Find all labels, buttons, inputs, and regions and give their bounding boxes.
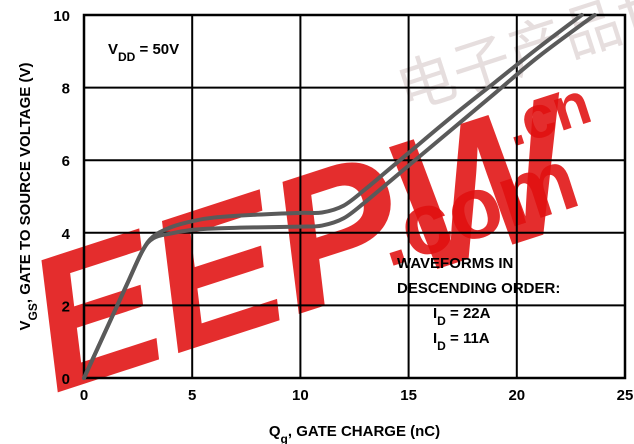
legend-entry-11a: ID = 11A [433, 330, 490, 353]
vdd-annotation: VDD = 50V [108, 41, 179, 64]
x-tick-label: 5 [188, 387, 196, 404]
plot-frame [82, 13, 627, 380]
x-tick-label: 15 [400, 387, 417, 404]
y-tick-label: 6 [62, 153, 70, 170]
y-tick-label: 2 [62, 298, 70, 315]
annotations: VDD = 50V WAVEFORMS IN DESCENDING ORDER: ID… [108, 41, 560, 353]
x-tick-label: 10 [292, 387, 309, 404]
y-tick-label: 8 [62, 81, 70, 98]
series-lines [82, 13, 597, 380]
series-line-2 [82, 13, 597, 380]
y-tick-label: 0 [62, 371, 70, 388]
legend-entry-22a: ID = 22A [433, 305, 491, 328]
legend-title-line-1: WAVEFORMS IN [397, 255, 513, 272]
legend-title-line-2: DESCENDING ORDER: [397, 280, 560, 297]
x-axis-title: Qg, GATE CHARGE (nC) [269, 423, 440, 444]
y-axis-title: VGS, GATE TO SOURCE VOLTAGE (V) [17, 63, 40, 331]
axis-titles: Qg, GATE CHARGE (nC) VGS, GATE TO SOURCE … [17, 63, 440, 444]
y-tick-label: 4 [62, 226, 71, 243]
y-tick-label: 10 [53, 8, 70, 25]
tick-labels: 0 5 10 15 20 25 0 2 4 6 8 10 [53, 8, 633, 404]
x-tick-label: 0 [80, 387, 88, 404]
x-tick-label: 25 [617, 387, 634, 404]
x-tick-label: 20 [508, 387, 525, 404]
grid [82, 13, 627, 380]
